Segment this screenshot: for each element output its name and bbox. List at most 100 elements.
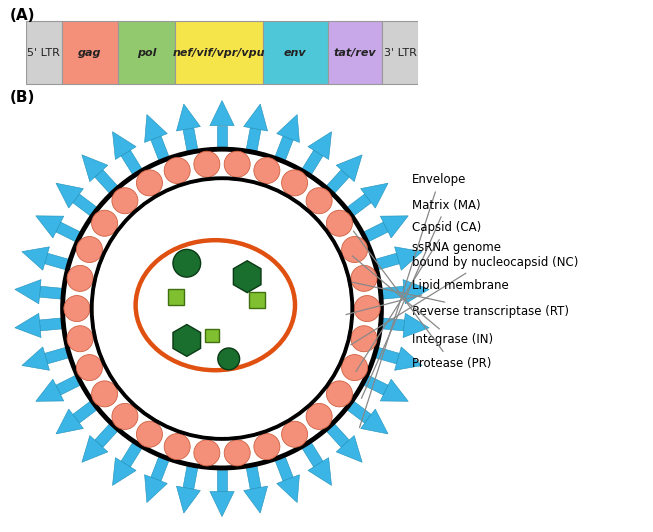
Text: 3' LTR: 3' LTR (384, 47, 417, 57)
Bar (328, 21, 382, 84)
Polygon shape (151, 457, 169, 481)
Circle shape (173, 250, 200, 277)
Polygon shape (210, 492, 234, 517)
Polygon shape (56, 376, 80, 395)
Circle shape (76, 237, 103, 262)
Polygon shape (277, 475, 300, 503)
Polygon shape (72, 194, 97, 216)
Circle shape (91, 210, 118, 236)
Text: Envelope: Envelope (360, 173, 466, 428)
Polygon shape (308, 458, 332, 486)
Circle shape (64, 296, 90, 321)
Polygon shape (246, 128, 261, 151)
Polygon shape (302, 443, 323, 467)
Text: Matrix (MA): Matrix (MA) (362, 198, 481, 398)
Polygon shape (39, 318, 62, 331)
Polygon shape (336, 155, 362, 181)
Bar (382, 21, 418, 84)
Text: env: env (284, 47, 307, 57)
Polygon shape (380, 216, 408, 238)
Circle shape (91, 381, 118, 407)
Polygon shape (275, 136, 293, 160)
Text: Capsid (CA): Capsid (CA) (356, 221, 481, 372)
Polygon shape (382, 286, 405, 299)
Circle shape (93, 180, 351, 437)
Circle shape (194, 440, 220, 466)
Polygon shape (176, 104, 200, 131)
Circle shape (136, 421, 163, 447)
Circle shape (67, 265, 93, 292)
Polygon shape (36, 379, 64, 401)
Polygon shape (244, 104, 268, 131)
Polygon shape (277, 114, 300, 143)
Polygon shape (39, 286, 62, 299)
Circle shape (306, 403, 332, 429)
Polygon shape (22, 347, 50, 370)
Text: Protease (PR): Protease (PR) (353, 231, 491, 370)
Polygon shape (403, 313, 429, 337)
Polygon shape (56, 222, 80, 242)
Circle shape (326, 381, 353, 407)
Circle shape (92, 179, 352, 438)
Polygon shape (176, 486, 200, 513)
Circle shape (112, 403, 138, 429)
Polygon shape (144, 114, 167, 143)
Polygon shape (15, 313, 41, 337)
Circle shape (254, 434, 280, 460)
Circle shape (63, 149, 381, 468)
Text: Integrase (IN): Integrase (IN) (352, 256, 493, 346)
Polygon shape (233, 261, 261, 293)
Polygon shape (72, 401, 97, 423)
Circle shape (112, 188, 138, 214)
Polygon shape (210, 101, 234, 126)
Circle shape (351, 326, 377, 352)
Polygon shape (246, 466, 261, 489)
Circle shape (254, 157, 280, 184)
Circle shape (194, 151, 220, 177)
Circle shape (281, 170, 308, 196)
Polygon shape (173, 325, 200, 356)
Text: pol: pol (137, 47, 156, 57)
Polygon shape (244, 486, 268, 513)
Polygon shape (112, 458, 136, 486)
Circle shape (218, 348, 240, 370)
Polygon shape (56, 183, 84, 208)
Circle shape (136, 170, 163, 196)
Text: ssRNA genome
bound by nucleocapsid (NC): ssRNA genome bound by nucleocapsid (NC) (351, 241, 579, 345)
Polygon shape (121, 150, 142, 174)
Circle shape (354, 296, 380, 321)
Polygon shape (375, 347, 400, 364)
Circle shape (76, 355, 103, 380)
Polygon shape (403, 280, 429, 304)
Text: Lipid membrane: Lipid membrane (346, 278, 509, 314)
Polygon shape (151, 136, 169, 160)
Polygon shape (217, 126, 227, 147)
Polygon shape (375, 253, 400, 270)
Polygon shape (336, 436, 362, 462)
Polygon shape (95, 170, 118, 193)
Polygon shape (364, 376, 388, 395)
Text: Reverse transcriptase (RT): Reverse transcriptase (RT) (353, 282, 569, 319)
Bar (118, 21, 175, 84)
Polygon shape (121, 443, 142, 467)
Circle shape (67, 326, 93, 352)
Circle shape (306, 188, 332, 214)
Polygon shape (44, 347, 69, 364)
Polygon shape (56, 409, 84, 434)
Circle shape (164, 434, 190, 460)
Circle shape (281, 421, 308, 447)
Polygon shape (326, 424, 349, 447)
Polygon shape (302, 150, 323, 174)
Circle shape (164, 157, 190, 184)
Polygon shape (364, 222, 388, 242)
Bar (26, 21, 62, 84)
Bar (175, 21, 263, 84)
Polygon shape (347, 194, 372, 216)
Polygon shape (360, 183, 388, 208)
Text: 5' LTR: 5' LTR (27, 47, 60, 57)
Circle shape (224, 151, 250, 177)
Polygon shape (112, 131, 136, 160)
Circle shape (224, 440, 250, 466)
Polygon shape (326, 170, 349, 193)
Polygon shape (394, 247, 422, 270)
